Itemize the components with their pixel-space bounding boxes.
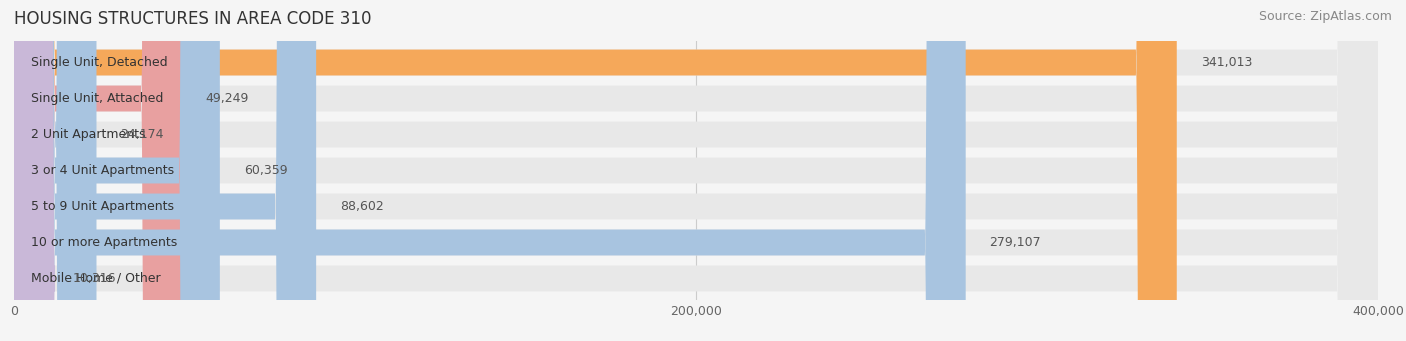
FancyBboxPatch shape	[14, 0, 1378, 341]
FancyBboxPatch shape	[14, 0, 966, 341]
FancyBboxPatch shape	[14, 0, 1378, 341]
Text: Source: ZipAtlas.com: Source: ZipAtlas.com	[1258, 10, 1392, 23]
FancyBboxPatch shape	[14, 0, 97, 341]
Text: 24,174: 24,174	[121, 128, 165, 141]
Text: 88,602: 88,602	[340, 200, 384, 213]
Text: Single Unit, Attached: Single Unit, Attached	[31, 92, 163, 105]
Text: 3 or 4 Unit Apartments: 3 or 4 Unit Apartments	[31, 164, 174, 177]
FancyBboxPatch shape	[8, 0, 55, 341]
Text: 10 or more Apartments: 10 or more Apartments	[31, 236, 177, 249]
Text: 2 Unit Apartments: 2 Unit Apartments	[31, 128, 146, 141]
Text: 279,107: 279,107	[990, 236, 1042, 249]
FancyBboxPatch shape	[14, 0, 1378, 341]
FancyBboxPatch shape	[14, 0, 181, 341]
FancyBboxPatch shape	[14, 0, 219, 341]
Text: 60,359: 60,359	[243, 164, 287, 177]
FancyBboxPatch shape	[14, 0, 1378, 341]
FancyBboxPatch shape	[14, 0, 1378, 341]
FancyBboxPatch shape	[14, 0, 1177, 341]
Text: 5 to 9 Unit Apartments: 5 to 9 Unit Apartments	[31, 200, 174, 213]
Text: Mobile Home / Other: Mobile Home / Other	[31, 272, 160, 285]
FancyBboxPatch shape	[14, 0, 316, 341]
Text: 49,249: 49,249	[205, 92, 249, 105]
Text: 341,013: 341,013	[1201, 56, 1251, 69]
Text: HOUSING STRUCTURES IN AREA CODE 310: HOUSING STRUCTURES IN AREA CODE 310	[14, 10, 371, 28]
FancyBboxPatch shape	[14, 0, 1378, 341]
Text: Single Unit, Detached: Single Unit, Detached	[31, 56, 167, 69]
FancyBboxPatch shape	[14, 0, 1378, 341]
Text: 10,316: 10,316	[73, 272, 117, 285]
